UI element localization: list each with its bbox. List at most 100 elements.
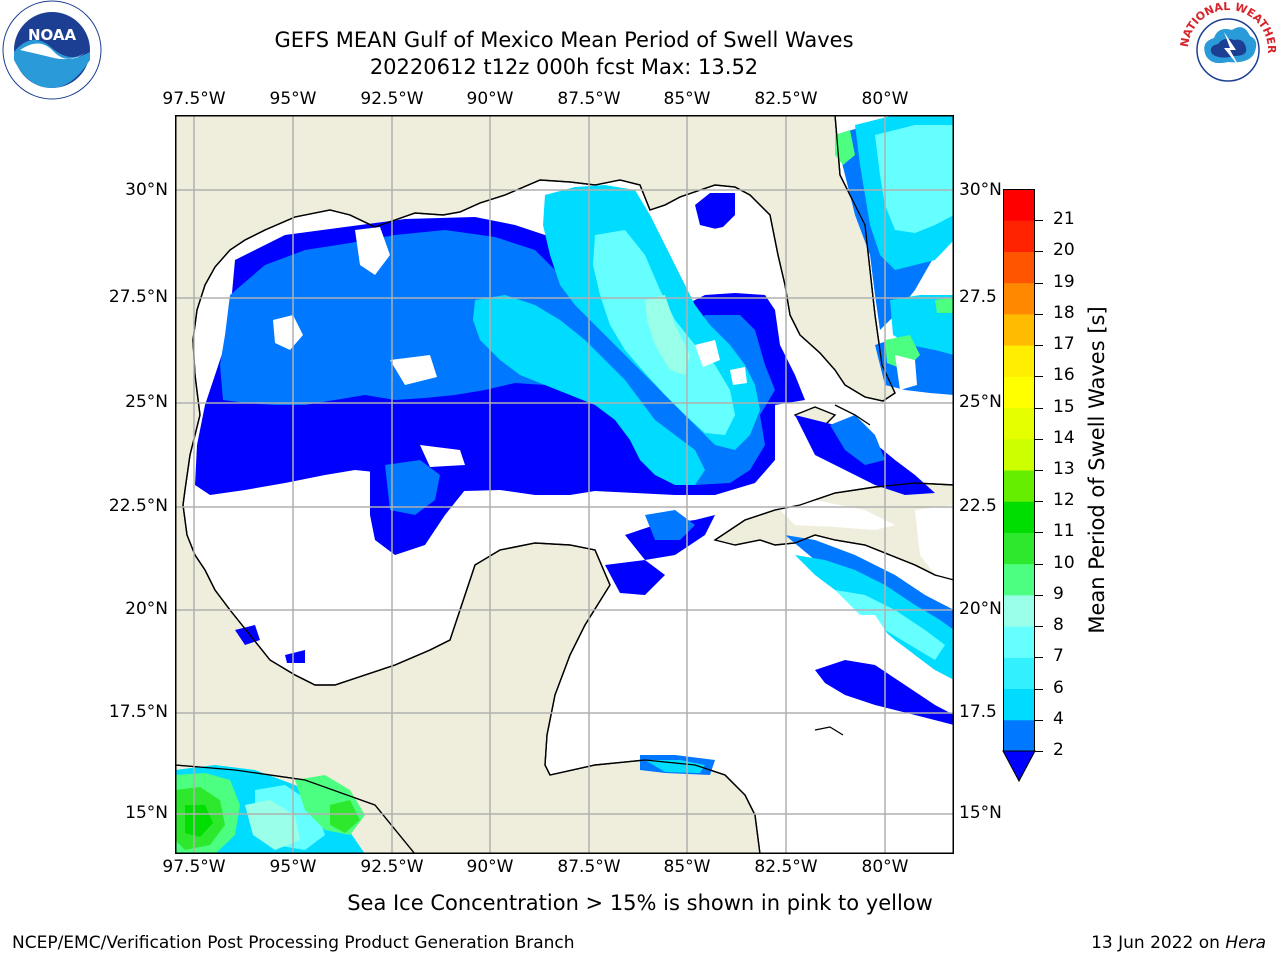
lon-label-top: 95°W	[269, 89, 317, 109]
colorbar-band	[1003, 313, 1035, 346]
lon-label-bottom: 92.5°W	[360, 857, 424, 877]
colorbar-band	[1003, 657, 1035, 690]
colorbar-tick-label: 18	[1053, 302, 1075, 323]
colorbar-tick-label: 12	[1053, 490, 1075, 511]
graticule	[175, 115, 954, 854]
noaa-logo: NOAA	[2, 0, 102, 100]
colorbar-tick-label: 6	[1053, 677, 1064, 698]
lat-label-right: 20°N	[959, 599, 1002, 619]
lon-label-top: 87.5°W	[557, 89, 621, 109]
lat-label-left: 25°N	[125, 392, 168, 412]
colorbar-tick	[1035, 751, 1043, 752]
colorbar-band	[1003, 594, 1035, 627]
colorbar-tick	[1035, 688, 1043, 690]
colorbar-band	[1003, 438, 1035, 471]
lat-label-left: 22.5°N	[108, 496, 168, 516]
lat-label-left: 20°N	[125, 599, 168, 619]
run-system: Hera	[1225, 933, 1266, 953]
colorbar-tick-label: 10	[1053, 552, 1075, 573]
coastline	[175, 115, 954, 854]
lon-label-bottom: 97.5°W	[162, 857, 226, 877]
colorbar-tick	[1035, 470, 1043, 471]
colorbar-tick	[1035, 376, 1043, 378]
lon-label-bottom: 87.5°W	[557, 857, 621, 877]
sea-ice-note: Sea Ice Concentration > 15% is shown in …	[347, 891, 933, 915]
colorbar-tick-label: 20	[1053, 240, 1075, 261]
lat-label-left: 30°N	[125, 180, 168, 200]
colorbar-band	[1003, 688, 1035, 721]
swell-period-8-9	[245, 295, 690, 850]
colorbar-band	[1003, 470, 1035, 502]
map-panel	[175, 115, 954, 854]
lon-label-bottom: 95°W	[269, 857, 317, 877]
colorbar-tick-label: 14	[1053, 427, 1075, 448]
lon-label-top: 80°W	[861, 89, 909, 109]
lon-label-top: 82.5°W	[754, 89, 818, 109]
colorbar-tick	[1035, 220, 1043, 222]
colorbar-tick	[1035, 438, 1043, 440]
colorbar-tick-label: 13	[1053, 459, 1075, 479]
colorbar-band	[1003, 189, 1035, 221]
lat-label-left: 15°N	[125, 803, 168, 823]
noaa-logo-text: NOAA	[28, 26, 77, 44]
colorbar-tick	[1035, 532, 1043, 534]
colorbar-frame	[1003, 189, 1035, 752]
colorbar	[1002, 189, 1036, 783]
colorbar-title: Mean Period of Swell Waves [s]	[1085, 306, 1109, 634]
map-frame	[175, 115, 954, 854]
lon-label-bottom: 85°W	[663, 857, 711, 877]
lat-label-right: 15°N	[959, 803, 1002, 823]
colorbar-tick-label: 15	[1053, 396, 1075, 417]
colorbar-band	[1003, 220, 1035, 252]
colorbar-tick	[1035, 282, 1043, 284]
colorbar-tick	[1035, 407, 1043, 409]
lon-label-top: 97.5°W	[162, 89, 226, 109]
lat-label-left: 27.5°N	[108, 287, 168, 307]
colorbar-band	[1003, 626, 1035, 658]
credit-line: NCEP/EMC/Verification Post Processing Pr…	[12, 933, 575, 953]
lat-label-right: 30°N	[959, 180, 1002, 200]
colorbar-tick-label: 2	[1053, 740, 1064, 760]
colorbar-tick	[1035, 501, 1043, 503]
lon-label-top: 85°W	[663, 89, 711, 109]
lat-label-right: 27.5	[959, 287, 997, 307]
colorbar-tick-label: 8	[1053, 615, 1064, 636]
colorbar-tick	[1035, 594, 1043, 596]
colorbar-tick-label: 21	[1053, 209, 1075, 230]
colorbar-tick-label: 4	[1053, 708, 1064, 729]
lat-label-right: 17.5	[959, 702, 997, 722]
colorbar-tick-label: 16	[1053, 365, 1075, 386]
no-data-holes	[205, 227, 954, 655]
colorbar-tick	[1035, 313, 1043, 315]
colorbar-tick-label: 11	[1053, 521, 1075, 542]
colorbar-tick	[1035, 657, 1043, 659]
colorbar-band	[1003, 719, 1035, 752]
colorbar-band	[1003, 251, 1035, 284]
lon-label-top: 90°W	[466, 89, 514, 109]
colorbar-tick	[1035, 345, 1043, 347]
lon-label-bottom: 82.5°W	[754, 857, 818, 877]
colorbar-tick-label: 19	[1053, 271, 1075, 292]
colorbar-tick	[1035, 626, 1043, 628]
colorbar-band	[1003, 501, 1035, 533]
colorbar-band	[1003, 563, 1035, 596]
colorbar-tick-label: 9	[1053, 583, 1064, 604]
colorbar-tick	[1035, 563, 1043, 565]
nws-logo: NATIONAL WEATHER SERVICE	[1174, 0, 1278, 100]
run-date-text: 13 Jun 2022 on	[1091, 933, 1226, 953]
colorbar-tick-label: 17	[1053, 334, 1075, 355]
colorbar-band	[1003, 345, 1035, 377]
swell-period-11-12	[185, 805, 213, 837]
map-subtitle: 20220612 t12z 000h fcst Max: 13.52	[369, 55, 759, 79]
map-title: GEFS MEAN Gulf of Mexico Mean Period of …	[274, 28, 854, 52]
lat-label-left: 17.5°N	[108, 702, 168, 722]
colorbar-tick	[1035, 251, 1043, 253]
colorbar-tick	[1035, 719, 1043, 721]
colorbar-band	[1003, 407, 1035, 440]
lat-label-right: 25°N	[959, 392, 1002, 412]
colorbar-tick-label: 7	[1053, 646, 1064, 667]
colorbar-band	[1003, 532, 1035, 565]
colorbar-under-extension	[1002, 750, 1036, 783]
colorbar-band	[1003, 282, 1035, 315]
colorbar-band	[1003, 376, 1035, 409]
